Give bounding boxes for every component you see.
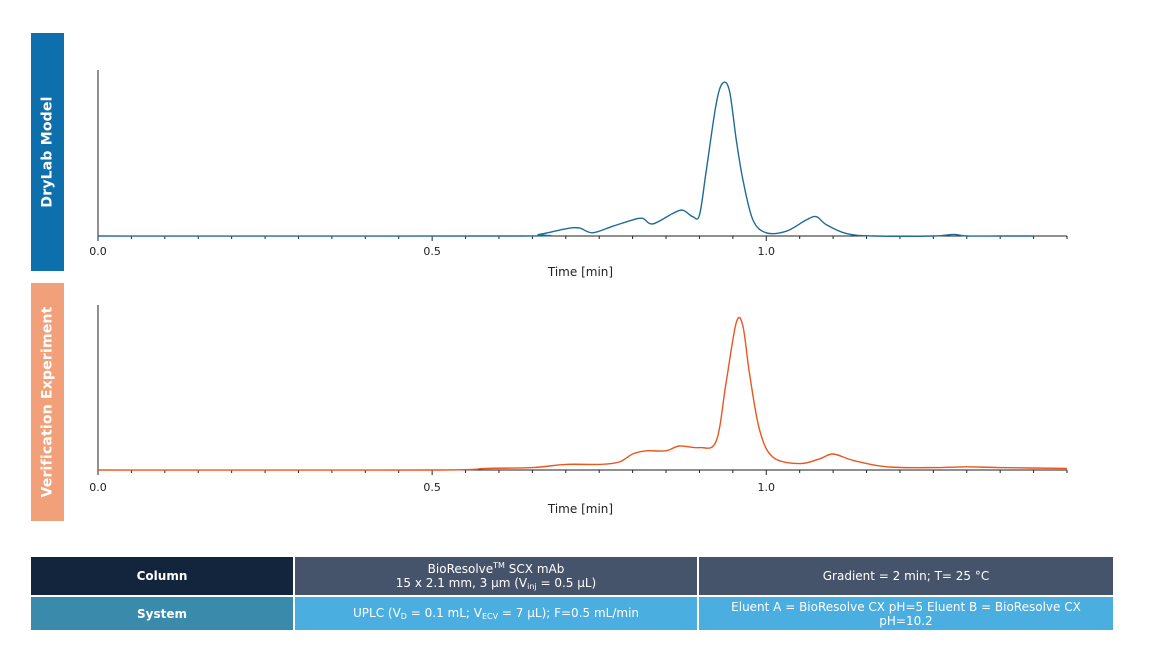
chromatogram-charts: 0.0 0.5 1.0 Time [min] 0.0 0.5 1.0 Time [min] (89, 70, 1068, 516)
inj-sub: inj (527, 582, 537, 591)
row-header-system: System (29, 595, 295, 632)
x-tick-label: 0.5 (423, 481, 441, 494)
column-dims: 15 x 2.1 mm, 3 µm (V (395, 576, 528, 590)
x-tick-label: 0.0 (89, 245, 107, 258)
sub-ecv: ECV (481, 612, 499, 621)
column-name-suffix: SCX mAb (504, 562, 565, 576)
x-tick-label: 0.0 (89, 481, 107, 494)
x-tick-label: 1.0 (758, 245, 776, 258)
system-text-a: UPLC (V (352, 606, 401, 620)
x-axis-title: Time [min] (547, 502, 613, 516)
trademark: TM (493, 561, 505, 570)
column-dims-end: = 0.5 µL) (536, 576, 597, 590)
conditions-table: Column BioResolveTM SCX mAb 15 x 2.1 mm,… (29, 555, 1115, 632)
sub-d: D (400, 612, 407, 621)
eluent-cell: Eluent A = BioResolve CX pH=5 Eluent B =… (697, 595, 1115, 632)
column-name: BioResolve (427, 562, 494, 576)
table-row: Column BioResolveTM SCX mAb 15 x 2.1 mm,… (29, 555, 1115, 597)
x-tick-label: 0.5 (423, 245, 441, 258)
row-header-column: Column (29, 555, 295, 597)
panel-label-verification: Verification Experiment (31, 283, 64, 521)
panel-label-drylab: DryLab Model (31, 33, 64, 271)
gradient-cell: Gradient = 2 min; T= 25 °C (697, 555, 1115, 597)
x-tick-label: 1.0 (758, 481, 776, 494)
system-spec-cell: UPLC (VD = 0.1 mL; VECV = 7 µL); F=0.5 m… (293, 595, 699, 632)
table-row: System UPLC (VD = 0.1 mL; VECV = 7 µL); … (29, 595, 1115, 632)
system-text-b: = 0.1 mL; V (406, 606, 482, 620)
x-axis-title: Time [min] (547, 265, 613, 279)
system-text-c: = 7 µL); F=0.5 mL/min (498, 606, 640, 620)
column-spec-cell: BioResolveTM SCX mAb 15 x 2.1 mm, 3 µm (… (293, 555, 699, 597)
experiment-trace (97, 316, 1068, 471)
drylab-trace (97, 81, 1034, 237)
